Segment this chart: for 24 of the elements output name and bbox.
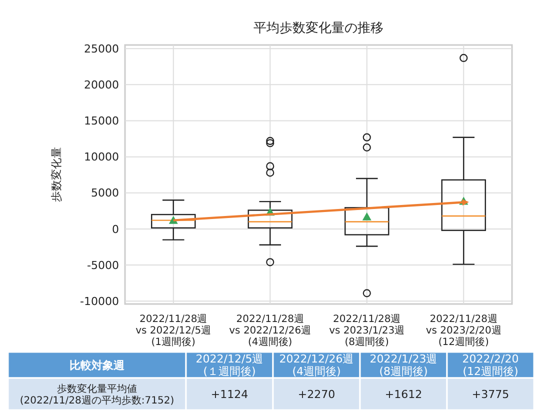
y-tick-label: 10000	[84, 150, 119, 164]
x-tick-label: 2022/11/28週 vs 2023/1/23週 (8週間後)	[329, 314, 405, 348]
text: 歩数変化量平均値 (2022/11/28週の平均歩数:7152)	[20, 382, 174, 406]
y-tick-label: 20000	[84, 78, 119, 92]
text: 2022/1/23週 (8週間後)	[370, 352, 438, 378]
text: +3775	[472, 388, 510, 401]
chart-title: 平均歩数変化量の推移	[254, 20, 384, 36]
text: +1612	[384, 388, 422, 401]
text: +2270	[298, 388, 336, 401]
text: 比較対象週	[70, 358, 126, 372]
y-axis-title: 歩数変化量	[50, 147, 63, 202]
y-tick-label: -10000	[80, 294, 119, 308]
x-tick-label: 2022/11/28週 vs 2022/12/5週 (1週間後)	[136, 314, 212, 348]
y-tick-label: 0	[112, 222, 119, 236]
y-tick-label: -5000	[87, 258, 119, 272]
text: 2022/2/20 (12週間後)	[462, 352, 519, 378]
x-tick-label: 2022/11/28週 vs 2022/12/26週 (4週間後)	[229, 314, 312, 348]
text: +1124	[210, 388, 248, 401]
y-tick-label: 5000	[91, 186, 119, 200]
text: 2022/12/26週 (4週間後)	[279, 352, 354, 378]
y-tick-label: 25000	[84, 42, 119, 56]
text: 2022/12/5週 (１週間後)	[196, 352, 264, 378]
x-tick-label: 2022/11/28週 vs 2023/2/20週 (12週間後)	[426, 314, 502, 348]
y-tick-label: 15000	[84, 114, 119, 128]
